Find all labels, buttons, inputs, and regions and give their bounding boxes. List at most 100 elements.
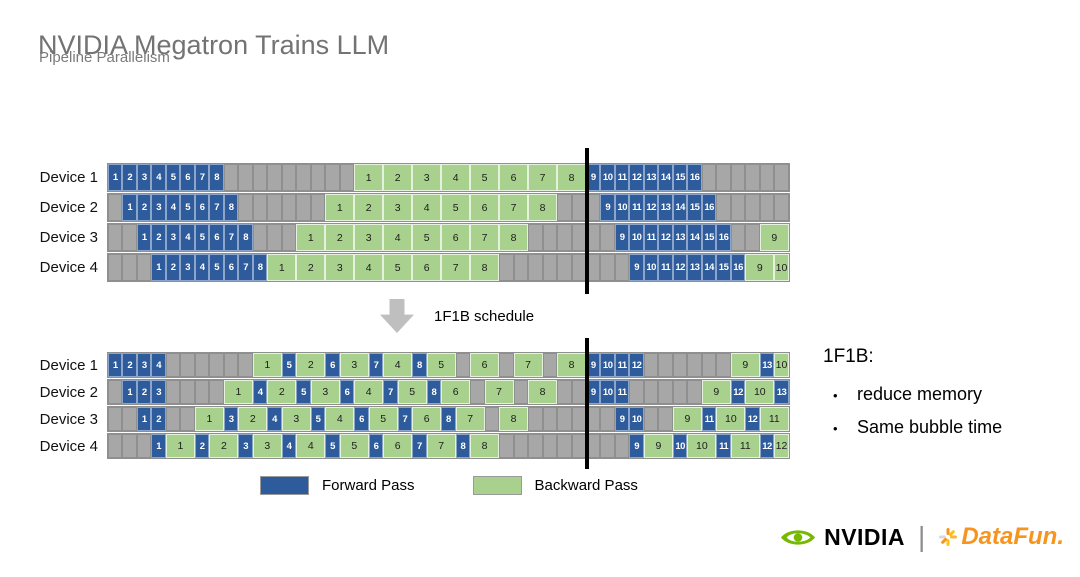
idle-cell: [165, 380, 181, 404]
idle-cell: [730, 194, 746, 221]
forward-cell: 14: [672, 194, 688, 221]
backward-cell: 4: [354, 380, 384, 404]
backward-cell: 4: [412, 194, 442, 221]
idle-cell: [716, 164, 731, 191]
idle-cell: [600, 254, 615, 281]
idle-cell: [600, 407, 615, 431]
schedule-track: 1 1 2 2 3 3 4 4 5 5 6 6 7 7 8 8 9 9 10 10 11 11 12 12: [107, 433, 790, 459]
backward-cell: 2: [296, 254, 326, 281]
forward-cell: 3: [165, 224, 181, 251]
backward-cell: 6: [499, 164, 529, 191]
forward-cell: 11: [614, 353, 630, 377]
forward-cell: 14: [687, 224, 702, 251]
idle-cell: [165, 407, 181, 431]
forward-cell: 12: [759, 434, 775, 458]
backward-cell: 4: [383, 353, 413, 377]
forward-cell: 5: [281, 353, 297, 377]
device-label: Device 2: [39, 199, 98, 216]
forward-cell: 3: [151, 380, 166, 404]
idle-cell: [759, 164, 775, 191]
idle-cell: [658, 380, 673, 404]
idle-cell: [470, 380, 485, 404]
idle-cell: [122, 434, 137, 458]
idle-cell: [310, 164, 326, 191]
forward-cell: 14: [658, 164, 673, 191]
backward-cell: 1: [267, 254, 297, 281]
idle-cell: [267, 194, 282, 221]
forward-cell: 1: [151, 254, 166, 281]
gpipe-schedule-diagram: Device 1 1 2 3 4 5 6 7 8 1 2 3 4 5 6 7 8 9 10 11 12 13 14 15 16 D…: [24, 148, 790, 294]
idle-cell: [557, 254, 572, 281]
forward-cell: 7: [209, 194, 224, 221]
backward-cell: 10: [745, 380, 775, 404]
idle-cell: [774, 194, 789, 221]
backward-pass-label: Backward Pass: [534, 477, 638, 494]
forward-cell: 4: [180, 224, 195, 251]
idle-cell: [209, 380, 224, 404]
forward-cell: 7: [368, 353, 384, 377]
forward-cell: 11: [614, 380, 630, 404]
forward-cell: 5: [310, 407, 326, 431]
backward-cell: 8: [557, 353, 586, 377]
forward-cell: 7: [412, 434, 427, 458]
forward-cell: 2: [122, 353, 137, 377]
forward-cell: 12: [658, 224, 673, 251]
idle-cell: [499, 353, 514, 377]
backward-cell: 5: [426, 353, 456, 377]
forward-cell: 8: [223, 194, 239, 221]
backward-cell: 10: [716, 407, 746, 431]
idle-cell: [643, 353, 659, 377]
idle-cell: [267, 164, 282, 191]
backward-cell: 7: [426, 434, 456, 458]
forward-cell: 3: [180, 254, 195, 281]
backward-cell: 8: [557, 164, 586, 191]
idle-cell: [542, 353, 558, 377]
forward-cell: 3: [151, 194, 166, 221]
idle-cell: [499, 434, 514, 458]
idle-cell: [209, 353, 224, 377]
forward-cell: 6: [325, 353, 340, 377]
backward-cell: 4: [354, 254, 384, 281]
forward-cell: 11: [643, 224, 659, 251]
forward-cell: 13: [774, 380, 789, 404]
idle-cell: [281, 164, 297, 191]
forward-cell: 16: [687, 164, 702, 191]
backward-cell: 10: [687, 434, 717, 458]
idle-cell: [542, 407, 558, 431]
forward-cell: 2: [194, 434, 210, 458]
schedule-row: Device 3 1 2 1 3 2 4 3 5 4 6 5 7 6 8 7 8 9 10 9 11 10 12 11: [24, 406, 790, 432]
forward-cell: 13: [672, 224, 688, 251]
idle-cell: [528, 434, 543, 458]
forward-cell: 7: [194, 164, 210, 191]
schedule-row: Device 4 1 1 2 2 3 3 4 4 5 5 6 6 7 7 8 8 9 9 10 10 11 11 12 12: [24, 433, 790, 459]
idle-cell: [108, 224, 123, 251]
idle-cell: [745, 224, 760, 251]
schedule-row: Device 3 1 2 3 4 5 6 7 8 1 2 3 4 5 6 7 8 9 10 11 12 13 14 15 16 9: [24, 223, 790, 252]
backward-cell: 1: [223, 380, 253, 404]
forward-cell: 4: [194, 254, 210, 281]
backward-cell: 9: [643, 434, 673, 458]
forward-cell: 10: [643, 254, 659, 281]
forward-cell: 11: [629, 194, 644, 221]
idle-cell: [310, 194, 326, 221]
backward-cell: 9: [745, 254, 775, 281]
forward-cell: 9: [600, 194, 615, 221]
forward-cell: 10: [672, 434, 688, 458]
idle-cell: [658, 407, 673, 431]
forward-cell: 6: [180, 164, 195, 191]
device-label: Device 2: [39, 383, 98, 401]
forward-cell: 9: [629, 254, 644, 281]
backward-cell: 5: [339, 434, 369, 458]
arrow-label: 1F1B schedule: [434, 307, 535, 325]
backward-cell: 3: [310, 380, 340, 404]
forward-cell: 13: [658, 194, 673, 221]
forward-cell: 9: [614, 407, 630, 431]
forward-cell: 6: [194, 194, 210, 221]
page-title: NVIDIA Megatron Trains LLM: [38, 30, 390, 61]
device-label: Device 1: [39, 169, 98, 186]
backward-cell: 3: [281, 407, 311, 431]
forward-cell: 13: [759, 353, 775, 377]
legend: Forward Pass Backward Pass: [260, 476, 638, 495]
idle-cell: [238, 164, 253, 191]
